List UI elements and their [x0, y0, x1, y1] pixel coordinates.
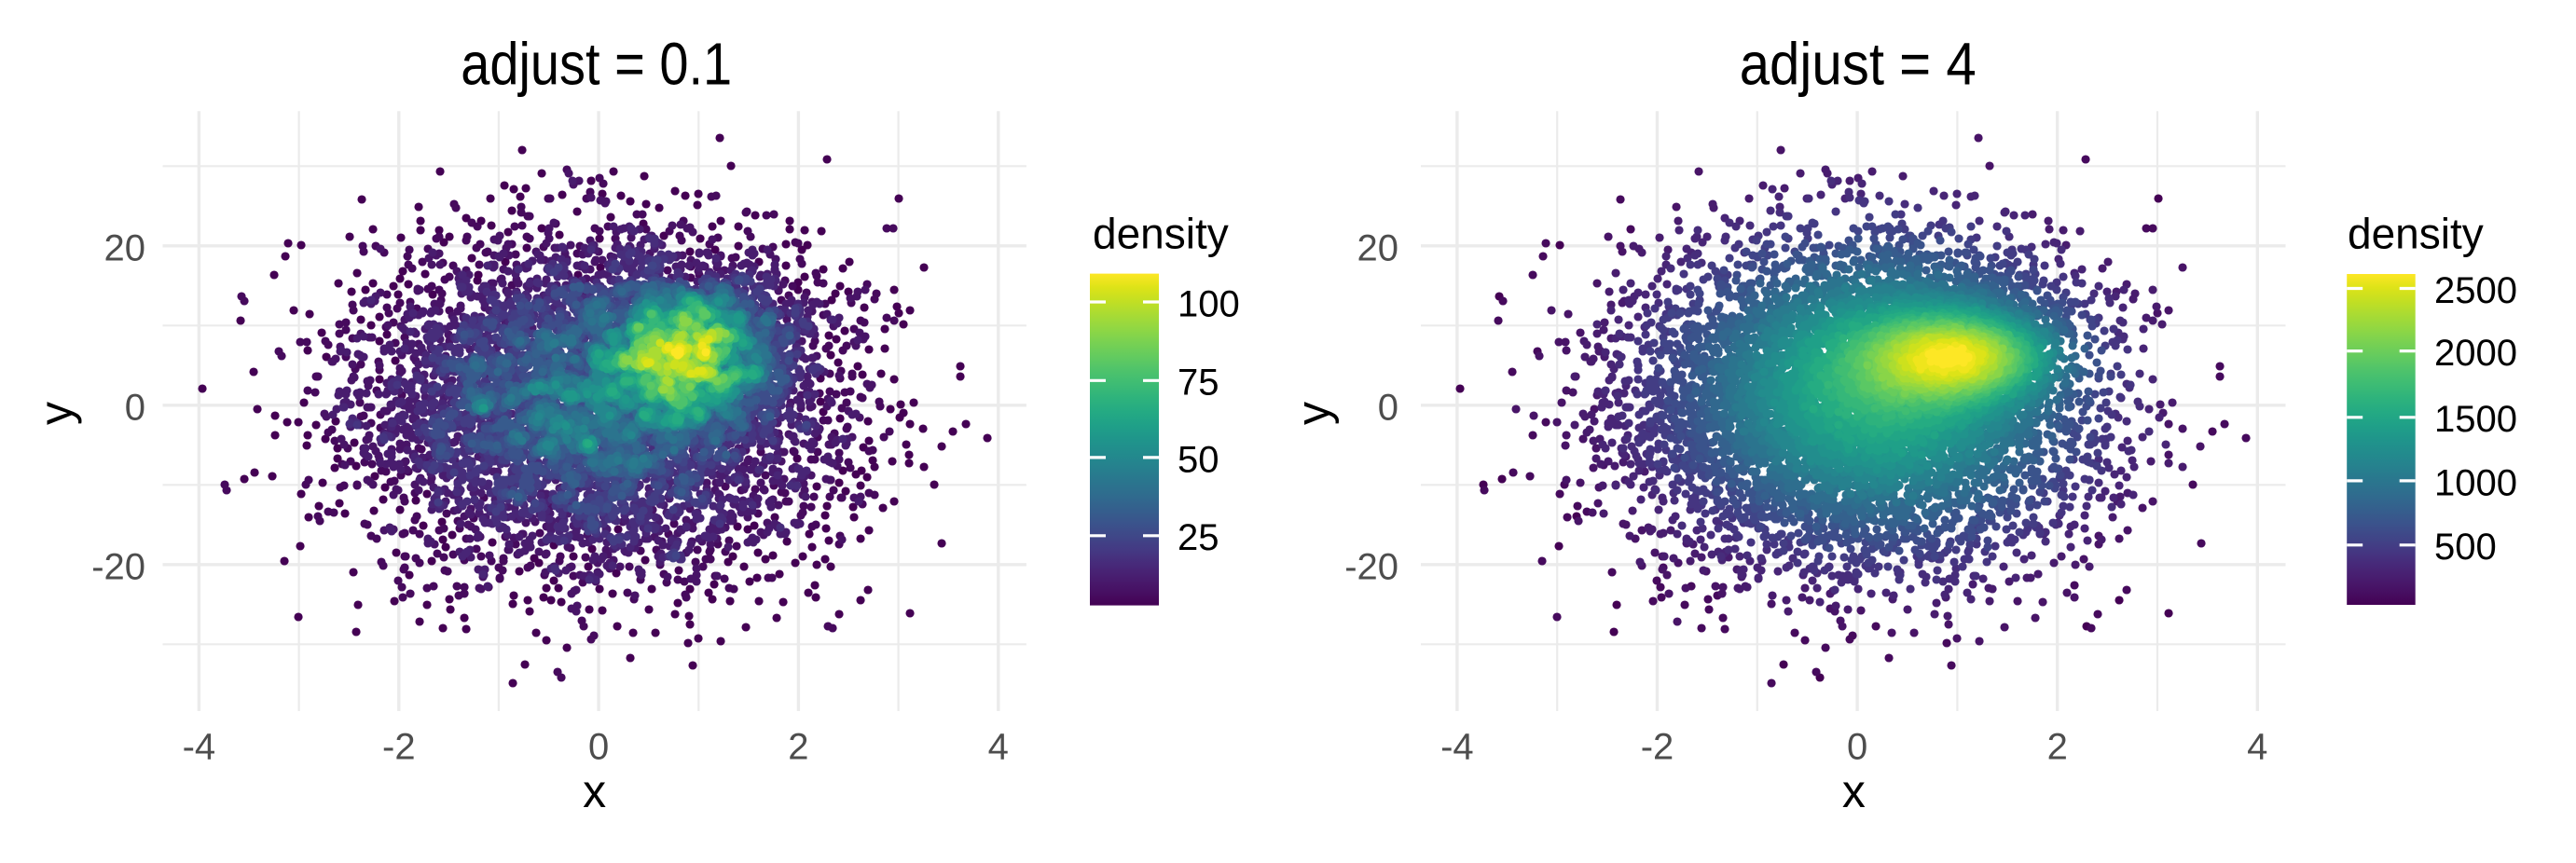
svg-text:2: 2 — [788, 727, 808, 768]
svg-text:x: x — [583, 765, 606, 817]
svg-text:x: x — [1842, 765, 1866, 817]
svg-text:1000: 1000 — [2434, 462, 2517, 503]
svg-text:2000: 2000 — [2434, 333, 2517, 374]
svg-text:-4: -4 — [1440, 727, 1474, 768]
svg-text:-2: -2 — [382, 727, 416, 768]
svg-text:adjust = 4: adjust = 4 — [1740, 31, 1977, 98]
svg-text:1500: 1500 — [2434, 399, 2517, 440]
svg-text:-2: -2 — [1641, 727, 1674, 768]
svg-text:2: 2 — [2047, 727, 2068, 768]
svg-text:20: 20 — [1357, 228, 1399, 269]
svg-text:-20: -20 — [1344, 547, 1398, 588]
svg-text:25: 25 — [1178, 517, 1219, 558]
svg-text:2500: 2500 — [2434, 270, 2517, 311]
svg-text:y: y — [30, 402, 82, 425]
svg-text:y: y — [1288, 402, 1340, 425]
svg-text:500: 500 — [2434, 527, 2497, 568]
svg-text:4: 4 — [2247, 727, 2267, 768]
svg-text:0: 0 — [1847, 727, 1867, 768]
svg-text:75: 75 — [1178, 363, 1219, 404]
svg-text:-20: -20 — [91, 547, 145, 588]
svg-text:adjust = 0.1: adjust = 0.1 — [461, 31, 732, 98]
svg-text:0: 0 — [125, 388, 145, 429]
svg-text:100: 100 — [1178, 283, 1240, 324]
svg-text:0: 0 — [588, 727, 609, 768]
svg-text:-4: -4 — [183, 727, 216, 768]
svg-text:density: density — [2348, 210, 2484, 258]
svg-text:4: 4 — [988, 727, 1009, 768]
svg-text:density: density — [1093, 210, 1229, 258]
svg-text:50: 50 — [1178, 439, 1219, 480]
svg-text:20: 20 — [104, 228, 146, 269]
svg-text:0: 0 — [1378, 388, 1398, 429]
